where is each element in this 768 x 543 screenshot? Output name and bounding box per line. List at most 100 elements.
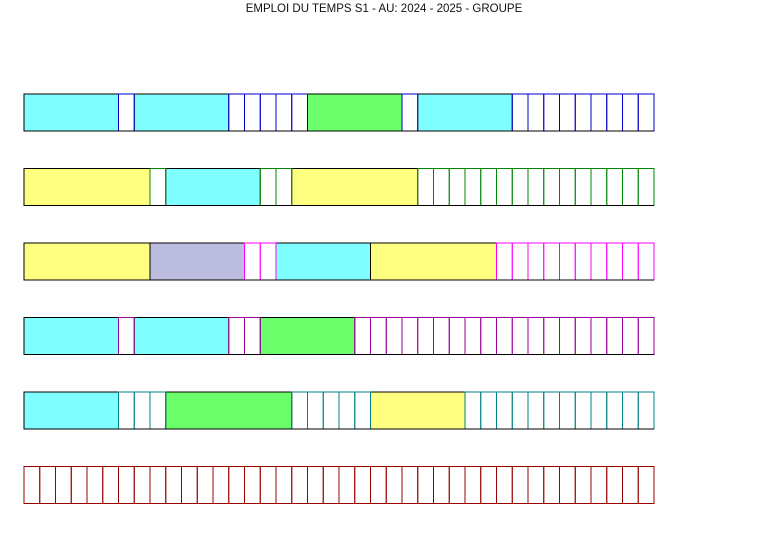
empty-slot (590, 242, 608, 281)
empty-slot (244, 242, 261, 281)
empty-slot (149, 391, 167, 430)
empty-slot (574, 391, 592, 430)
empty-slot (543, 317, 560, 355)
timetable-row-4 (23, 317, 655, 355)
empty-slot (86, 466, 104, 504)
empty-slot (496, 168, 513, 206)
empty-slot (543, 242, 560, 281)
empty-slot (275, 466, 293, 504)
empty-slot (590, 391, 608, 430)
empty-slot (118, 466, 135, 504)
empty-slot (401, 93, 419, 132)
empty-slot (511, 93, 529, 132)
session-block (133, 317, 230, 355)
timetable-row-2 (23, 168, 655, 206)
session-block (23, 391, 119, 430)
empty-slot (543, 93, 560, 132)
empty-slot (149, 168, 167, 206)
empty-slot (574, 317, 592, 355)
empty-slot (622, 93, 639, 132)
empty-slot (559, 466, 576, 504)
empty-slot (637, 242, 655, 281)
empty-slot (370, 317, 387, 355)
timetable-row-3 (23, 242, 655, 281)
empty-slot (244, 93, 261, 132)
empty-slot (480, 466, 497, 504)
empty-slot (511, 168, 529, 206)
empty-slot (496, 391, 513, 430)
empty-slot (448, 168, 466, 206)
empty-slot (259, 466, 277, 504)
empty-slot (496, 466, 513, 504)
timetable-row-6 (23, 466, 655, 504)
empty-slot (464, 168, 482, 206)
empty-slot (70, 466, 88, 504)
session-block (23, 93, 119, 132)
session-block (370, 391, 466, 430)
empty-slot (212, 466, 230, 504)
empty-slot (637, 466, 655, 504)
empty-slot (448, 466, 466, 504)
empty-slot (181, 466, 198, 504)
session-block (23, 317, 119, 355)
empty-slot (527, 391, 545, 430)
empty-slot (275, 168, 293, 206)
empty-slot (511, 242, 529, 281)
empty-slot (480, 168, 497, 206)
empty-slot (291, 466, 308, 504)
empty-slot (590, 168, 608, 206)
empty-slot (307, 391, 324, 430)
empty-slot (622, 168, 639, 206)
empty-slot (622, 391, 639, 430)
session-block (133, 93, 230, 132)
empty-slot (464, 391, 482, 430)
empty-slot (622, 242, 639, 281)
empty-slot (401, 466, 419, 504)
empty-slot (559, 93, 576, 132)
empty-slot (244, 466, 261, 504)
empty-slot (590, 317, 608, 355)
empty-slot (417, 466, 434, 504)
session-block (23, 168, 151, 206)
empty-slot (464, 466, 482, 504)
empty-slot (322, 466, 340, 504)
session-block (259, 317, 356, 355)
empty-slot (338, 466, 356, 504)
empty-slot (590, 93, 608, 132)
empty-slot (496, 242, 513, 281)
empty-slot (433, 317, 450, 355)
empty-slot (133, 466, 151, 504)
session-block (23, 242, 151, 281)
empty-slot (244, 317, 261, 355)
empty-slot (527, 242, 545, 281)
empty-slot (228, 93, 245, 132)
empty-slot (259, 168, 277, 206)
empty-slot (417, 168, 434, 206)
empty-slot (149, 466, 167, 504)
empty-slot (559, 168, 576, 206)
empty-slot (574, 168, 592, 206)
empty-slot (417, 317, 434, 355)
timetable-row-5 (23, 391, 655, 430)
empty-slot (228, 317, 245, 355)
empty-slot (433, 466, 450, 504)
empty-slot (259, 242, 277, 281)
empty-slot (606, 242, 623, 281)
empty-slot (102, 466, 119, 504)
empty-slot (606, 93, 623, 132)
empty-slot (291, 93, 308, 132)
empty-slot (385, 317, 403, 355)
empty-slot (118, 391, 135, 430)
empty-slot (511, 317, 529, 355)
empty-slot (543, 168, 560, 206)
session-block (149, 242, 245, 281)
empty-slot (590, 466, 608, 504)
session-block (275, 242, 371, 281)
empty-slot (559, 317, 576, 355)
empty-slot (606, 168, 623, 206)
session-block (291, 168, 419, 206)
empty-slot (527, 317, 545, 355)
empty-slot (307, 466, 324, 504)
empty-slot (275, 93, 293, 132)
empty-slot (606, 317, 623, 355)
